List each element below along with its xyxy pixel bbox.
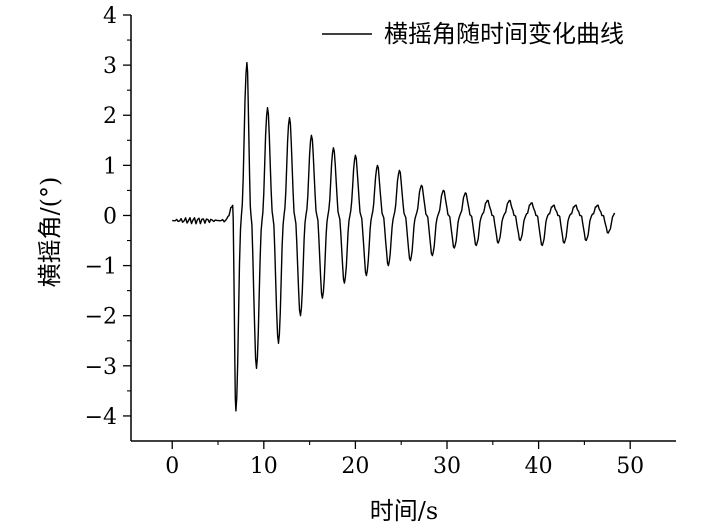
x-tick-label: 0 bbox=[165, 454, 179, 479]
y-tick-label: 0 bbox=[103, 204, 117, 229]
series-line-0 bbox=[172, 61, 616, 412]
y-tick-label: 4 bbox=[103, 4, 117, 29]
legend-label: 横摇角随时间变化曲线 bbox=[384, 20, 624, 48]
axes bbox=[130, 15, 676, 442]
y-tick-label: −1 bbox=[85, 255, 117, 280]
series-group bbox=[172, 61, 616, 412]
x-tick-label: 50 bbox=[616, 454, 644, 479]
y-tick-label: −4 bbox=[85, 405, 117, 430]
y-axis-title: 横摇角/(°) bbox=[36, 177, 64, 288]
x-tick-label: 40 bbox=[525, 454, 553, 479]
x-axis-title: 时间/s bbox=[370, 497, 438, 525]
y-tick-label: 2 bbox=[103, 104, 117, 129]
y-tick-label: 1 bbox=[103, 154, 117, 179]
y-tick-label: −3 bbox=[85, 355, 117, 380]
ticks-group: 0 10 20 30 40 50 −4 −3 −2 −1 0 1 2 3 4 bbox=[85, 4, 645, 479]
x-tick-label: 10 bbox=[250, 454, 278, 479]
legend: 横摇角随时间变化曲线 bbox=[322, 20, 624, 48]
x-tick-label: 30 bbox=[433, 454, 461, 479]
y-tick-label: 3 bbox=[103, 54, 117, 79]
y-tick-label: −2 bbox=[85, 305, 117, 330]
x-tick-label: 20 bbox=[341, 454, 369, 479]
